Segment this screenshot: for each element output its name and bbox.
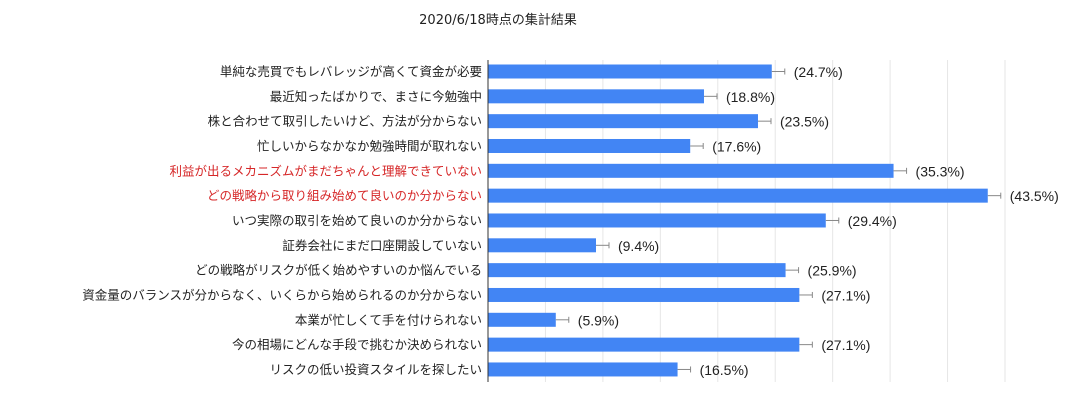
- value-label: (27.1%): [821, 287, 870, 303]
- value-label: (29.4%): [848, 213, 897, 229]
- category-labels: 単純な売買でもレバレッジが高くて資金が必要最近知ったばかりで、まさに今勉強中株と…: [82, 64, 482, 377]
- category-label: リスクの低い投資スタイルを探したい: [269, 362, 482, 377]
- bar: [488, 287, 800, 302]
- bar: [488, 312, 556, 327]
- value-label: (24.7%): [794, 64, 843, 80]
- chart-title: 2020/6/18時点の集計結果: [419, 12, 577, 28]
- category-label: 資金量のバランスが分からなく、いくらから始められるのか分からない: [82, 287, 482, 302]
- bar: [488, 89, 704, 104]
- bar: [488, 213, 826, 228]
- value-label: (27.1%): [821, 337, 870, 353]
- value-label: (17.6%): [712, 138, 761, 154]
- category-label: 株と合わせて取引したいけど、方法が分からない: [208, 114, 482, 129]
- value-label: (35.3%): [916, 163, 965, 179]
- category-label: どの戦略から取り組み始めて良いのか分からない: [207, 188, 482, 203]
- bar: [488, 337, 800, 352]
- bar: [488, 163, 894, 178]
- value-label: (23.5%): [780, 114, 829, 130]
- value-label: (18.8%): [726, 89, 775, 105]
- bar: [488, 64, 772, 79]
- bar: [488, 263, 786, 278]
- value-label: (9.4%): [618, 238, 659, 254]
- category-label: 忙しいからなかなか勉強時間が取れない: [257, 138, 482, 153]
- value-label: (43.5%): [1010, 188, 1059, 204]
- category-label: 単純な売買でもレバレッジが高くて資金が必要: [220, 64, 482, 79]
- value-label: (5.9%): [578, 312, 619, 328]
- category-label: 利益が出るメカニズムがまだちゃんと理解できていない: [169, 163, 482, 178]
- bar: [488, 114, 758, 129]
- bar: [488, 238, 596, 253]
- value-labels: (24.7%) (18.8%) (23.5%) (17.6%) (35.3%) (43.5…: [578, 64, 1059, 378]
- category-label: 今の相場にどんな手段で挑むか決められない: [232, 337, 482, 352]
- value-label: (25.9%): [808, 263, 857, 279]
- bar: [488, 362, 678, 377]
- category-label: どの戦略がリスクが低く始めやすいのか悩んでいる: [195, 263, 482, 278]
- category-label: いつ実際の取引を始めて良いのか分からない: [232, 213, 482, 228]
- value-label: (16.5%): [700, 362, 749, 378]
- bars: [488, 64, 1002, 377]
- bar: [488, 188, 988, 203]
- category-label: 本業が忙しくて手を付けられない: [295, 312, 482, 327]
- category-label: 最近知ったばかりで、まさに今勉強中: [270, 89, 482, 104]
- bar: [488, 138, 691, 153]
- category-label: 証券会社にまだ口座開設していない: [282, 238, 482, 253]
